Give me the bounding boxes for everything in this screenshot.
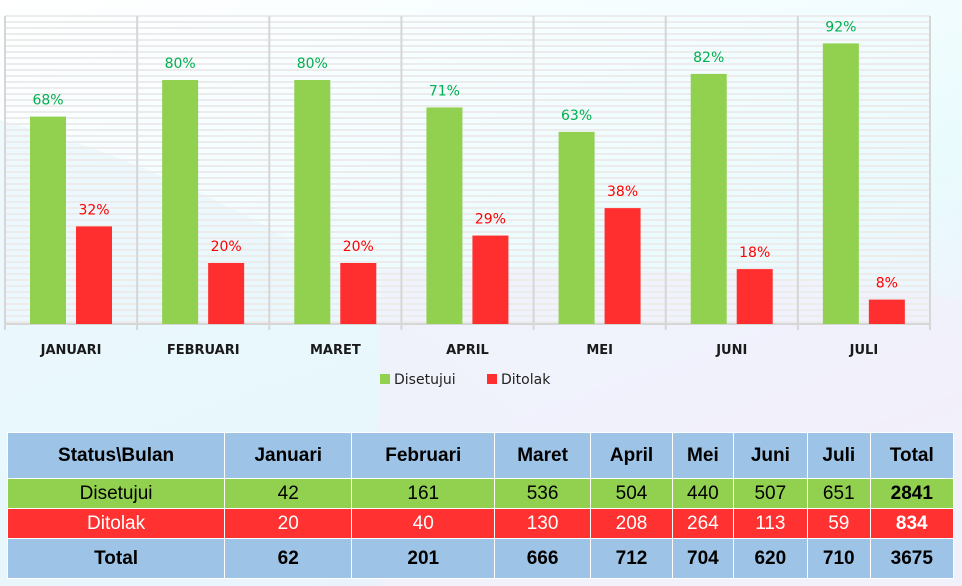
x-tick-label: JUNI	[715, 343, 747, 358]
column-header: Januari	[224, 432, 353, 479]
data-label: 71%	[429, 83, 460, 99]
table-header-row: Status\Bulan Januari Februari Maret April Mei…	[6, 432, 955, 479]
legend-swatch	[380, 374, 390, 384]
column-header: April	[589, 432, 674, 479]
table-row-total: Total 62 201 666 712 704 620 710 3675	[6, 538, 955, 579]
table-cell: 264	[672, 508, 734, 539]
row-label: Disetujui	[6, 478, 226, 509]
table-cell: 507	[732, 478, 808, 509]
data-label: 20%	[211, 239, 242, 255]
data-label: 8%	[876, 276, 898, 292]
legend-label: Disetujui	[394, 372, 456, 388]
bar-ditolak	[340, 263, 377, 324]
x-tick-label: JANUARI	[40, 343, 102, 358]
bar-disetujui	[426, 107, 463, 324]
column-header: Total	[869, 432, 955, 479]
bar-chart: 68% 32% JANUARI 80% 20% FEBRUARI 80% 20% MARET 71…	[4, 15, 931, 388]
bar-disetujui	[162, 80, 199, 324]
table-cell: 536	[494, 478, 591, 509]
bar-disetujui	[30, 116, 66, 324]
table-cell: 710	[806, 538, 871, 579]
table-cell: 201	[351, 538, 496, 579]
column-header: Maret	[494, 432, 591, 479]
data-label: 63%	[561, 108, 592, 124]
bar-ditolak	[76, 226, 112, 324]
table-row-ditolak: Ditolak 20 40 130 208 264 113 59 834	[6, 508, 955, 539]
data-table: Status\Bulan Januari Februari Maret April Mei…	[6, 432, 955, 579]
row-label: Total	[6, 538, 226, 579]
table-cell: 40	[351, 508, 496, 539]
table-cell: 666	[494, 538, 591, 579]
bar-ditolak	[472, 235, 509, 324]
table-cell: 208	[589, 508, 674, 539]
table-cell: 504	[589, 478, 674, 509]
data-label: 32%	[78, 202, 109, 218]
x-tick-label: MEI	[586, 343, 613, 358]
table-cell: 113	[732, 508, 808, 539]
table-cell: 20	[224, 508, 353, 539]
bar-disetujui	[294, 80, 331, 324]
bar-disetujui	[558, 131, 595, 324]
column-header: Juli	[806, 432, 871, 479]
table-cell: 440	[672, 478, 734, 509]
table-cell: 704	[672, 538, 734, 579]
table-cell: 620	[732, 538, 808, 579]
x-tick-label: FEBRUARI	[167, 343, 240, 358]
bar-ditolak	[208, 263, 245, 324]
legend-label: Ditolak	[501, 372, 551, 388]
table-row-disetujui: Disetujui 42 161 536 504 440 507 651 2841	[6, 478, 955, 509]
table-cell: 834	[869, 508, 955, 539]
column-header: Mei	[672, 432, 734, 479]
data-label: 92%	[825, 19, 856, 35]
bar-disetujui	[690, 73, 727, 325]
table-cell: 712	[589, 538, 674, 579]
bar-ditolak	[736, 269, 773, 324]
bar-ditolak	[868, 299, 905, 324]
data-label: 68%	[32, 93, 63, 109]
x-tick-label: MARET	[310, 343, 361, 358]
column-header: Status\Bulan	[6, 432, 226, 479]
x-tick-label: APRIL	[446, 343, 489, 358]
data-label: 29%	[475, 212, 506, 228]
table-cell: 62	[224, 538, 353, 579]
data-label: 80%	[165, 56, 196, 72]
table-cell: 651	[806, 478, 871, 509]
column-header: Juni	[732, 432, 808, 479]
bar-ditolak	[604, 208, 641, 324]
data-label: 20%	[343, 239, 374, 255]
table-cell: 130	[494, 508, 591, 539]
table-cell: 42	[224, 478, 353, 509]
data-label: 38%	[607, 184, 638, 200]
row-label: Ditolak	[6, 508, 226, 539]
column-header: Februari	[351, 432, 496, 479]
bar-disetujui	[822, 43, 859, 325]
table-cell: 59	[806, 508, 871, 539]
data-label: 18%	[739, 245, 770, 261]
table-cell: 2841	[869, 478, 955, 509]
data-label: 80%	[297, 56, 328, 72]
data-label: 82%	[693, 50, 724, 66]
table-cell: 3675	[869, 538, 955, 579]
table-cell: 161	[351, 478, 496, 509]
legend-swatch	[487, 374, 497, 384]
x-tick-label: JULI	[849, 343, 879, 358]
